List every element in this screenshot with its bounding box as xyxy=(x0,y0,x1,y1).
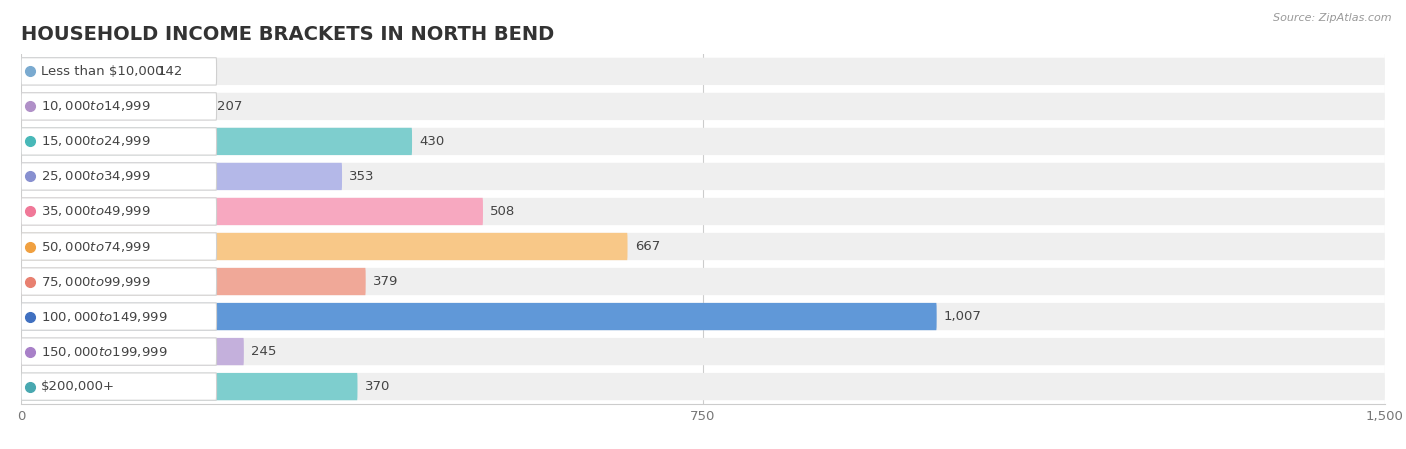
FancyBboxPatch shape xyxy=(21,163,342,190)
Text: 207: 207 xyxy=(217,100,242,113)
FancyBboxPatch shape xyxy=(21,268,366,295)
Text: Source: ZipAtlas.com: Source: ZipAtlas.com xyxy=(1274,13,1392,23)
Text: 245: 245 xyxy=(252,345,277,358)
FancyBboxPatch shape xyxy=(21,268,1385,295)
FancyBboxPatch shape xyxy=(21,128,412,155)
FancyBboxPatch shape xyxy=(21,303,936,330)
FancyBboxPatch shape xyxy=(21,303,217,330)
FancyBboxPatch shape xyxy=(21,303,1385,330)
FancyBboxPatch shape xyxy=(21,198,217,225)
FancyBboxPatch shape xyxy=(21,338,243,365)
FancyBboxPatch shape xyxy=(21,93,1385,120)
FancyBboxPatch shape xyxy=(21,58,150,85)
Text: $35,000 to $49,999: $35,000 to $49,999 xyxy=(41,204,150,219)
FancyBboxPatch shape xyxy=(21,233,217,260)
FancyBboxPatch shape xyxy=(21,373,217,400)
Text: $15,000 to $24,999: $15,000 to $24,999 xyxy=(41,134,150,149)
Text: $150,000 to $199,999: $150,000 to $199,999 xyxy=(41,344,167,359)
Text: 1,007: 1,007 xyxy=(943,310,981,323)
FancyBboxPatch shape xyxy=(21,58,1385,85)
Text: $100,000 to $149,999: $100,000 to $149,999 xyxy=(41,309,167,324)
FancyBboxPatch shape xyxy=(21,373,357,400)
Text: 430: 430 xyxy=(419,135,444,148)
Text: $10,000 to $14,999: $10,000 to $14,999 xyxy=(41,99,150,114)
FancyBboxPatch shape xyxy=(21,58,217,85)
FancyBboxPatch shape xyxy=(21,233,1385,260)
FancyBboxPatch shape xyxy=(21,128,217,155)
FancyBboxPatch shape xyxy=(21,338,217,365)
Text: 667: 667 xyxy=(636,240,659,253)
Text: $200,000+: $200,000+ xyxy=(41,380,115,393)
Text: $75,000 to $99,999: $75,000 to $99,999 xyxy=(41,274,150,289)
Text: Less than $10,000: Less than $10,000 xyxy=(41,65,163,78)
FancyBboxPatch shape xyxy=(21,338,1385,365)
Text: 142: 142 xyxy=(157,65,183,78)
FancyBboxPatch shape xyxy=(21,198,1385,225)
Text: HOUSEHOLD INCOME BRACKETS IN NORTH BEND: HOUSEHOLD INCOME BRACKETS IN NORTH BEND xyxy=(21,25,554,44)
FancyBboxPatch shape xyxy=(21,163,1385,190)
FancyBboxPatch shape xyxy=(21,93,217,120)
FancyBboxPatch shape xyxy=(21,233,627,260)
FancyBboxPatch shape xyxy=(21,268,217,295)
FancyBboxPatch shape xyxy=(21,198,484,225)
FancyBboxPatch shape xyxy=(21,373,1385,400)
Text: $25,000 to $34,999: $25,000 to $34,999 xyxy=(41,169,150,184)
Text: 379: 379 xyxy=(373,275,398,288)
Text: $50,000 to $74,999: $50,000 to $74,999 xyxy=(41,239,150,254)
Text: 370: 370 xyxy=(364,380,389,393)
Text: 508: 508 xyxy=(491,205,516,218)
FancyBboxPatch shape xyxy=(21,128,1385,155)
Text: 353: 353 xyxy=(349,170,375,183)
FancyBboxPatch shape xyxy=(21,163,217,190)
FancyBboxPatch shape xyxy=(21,93,209,120)
